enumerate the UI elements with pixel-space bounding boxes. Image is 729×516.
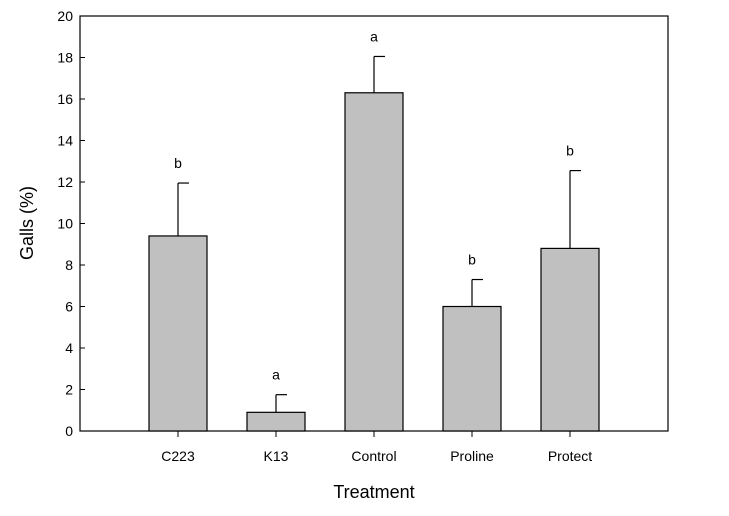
y-axis: 0 2 4 6 8 10 12 14 16 18 20 — [57, 8, 85, 439]
y-tick-label: 14 — [57, 133, 73, 149]
significance-label: a — [272, 367, 280, 383]
bar-protect — [540, 247, 600, 432]
x-tick-label: C223 — [161, 448, 195, 464]
y-tick-label: 4 — [65, 340, 73, 356]
y-tick-label: 0 — [65, 423, 73, 439]
significance-label: b — [174, 155, 182, 171]
x-tick-label: K13 — [264, 448, 289, 464]
x-tick-label: Protect — [548, 448, 592, 464]
y-tick-label: 12 — [57, 174, 73, 190]
x-tick-label: Proline — [450, 448, 494, 464]
significance-label: a — [370, 28, 378, 44]
x-tick-label: Control — [351, 448, 396, 464]
bar-control — [344, 92, 404, 432]
significance-label: b — [468, 252, 476, 268]
y-tick-label: 16 — [57, 91, 73, 107]
x-axis: C223 K13 Control Proline Protect — [161, 431, 592, 464]
significance-label: b — [566, 143, 574, 159]
bar-k13 — [246, 411, 306, 432]
bars-group: b a a b b — [148, 28, 600, 432]
y-tick-label: 10 — [57, 216, 73, 232]
y-tick-label: 8 — [65, 257, 73, 273]
bar-c223 — [148, 235, 208, 432]
y-tick-label: 6 — [65, 299, 73, 315]
y-tick-label: 2 — [65, 382, 73, 398]
y-axis-title: Galls (%) — [17, 186, 37, 260]
y-tick-label: 18 — [57, 50, 73, 66]
x-axis-title: Treatment — [333, 482, 414, 502]
bar-proline — [442, 305, 502, 432]
y-tick-label: 20 — [57, 8, 73, 24]
